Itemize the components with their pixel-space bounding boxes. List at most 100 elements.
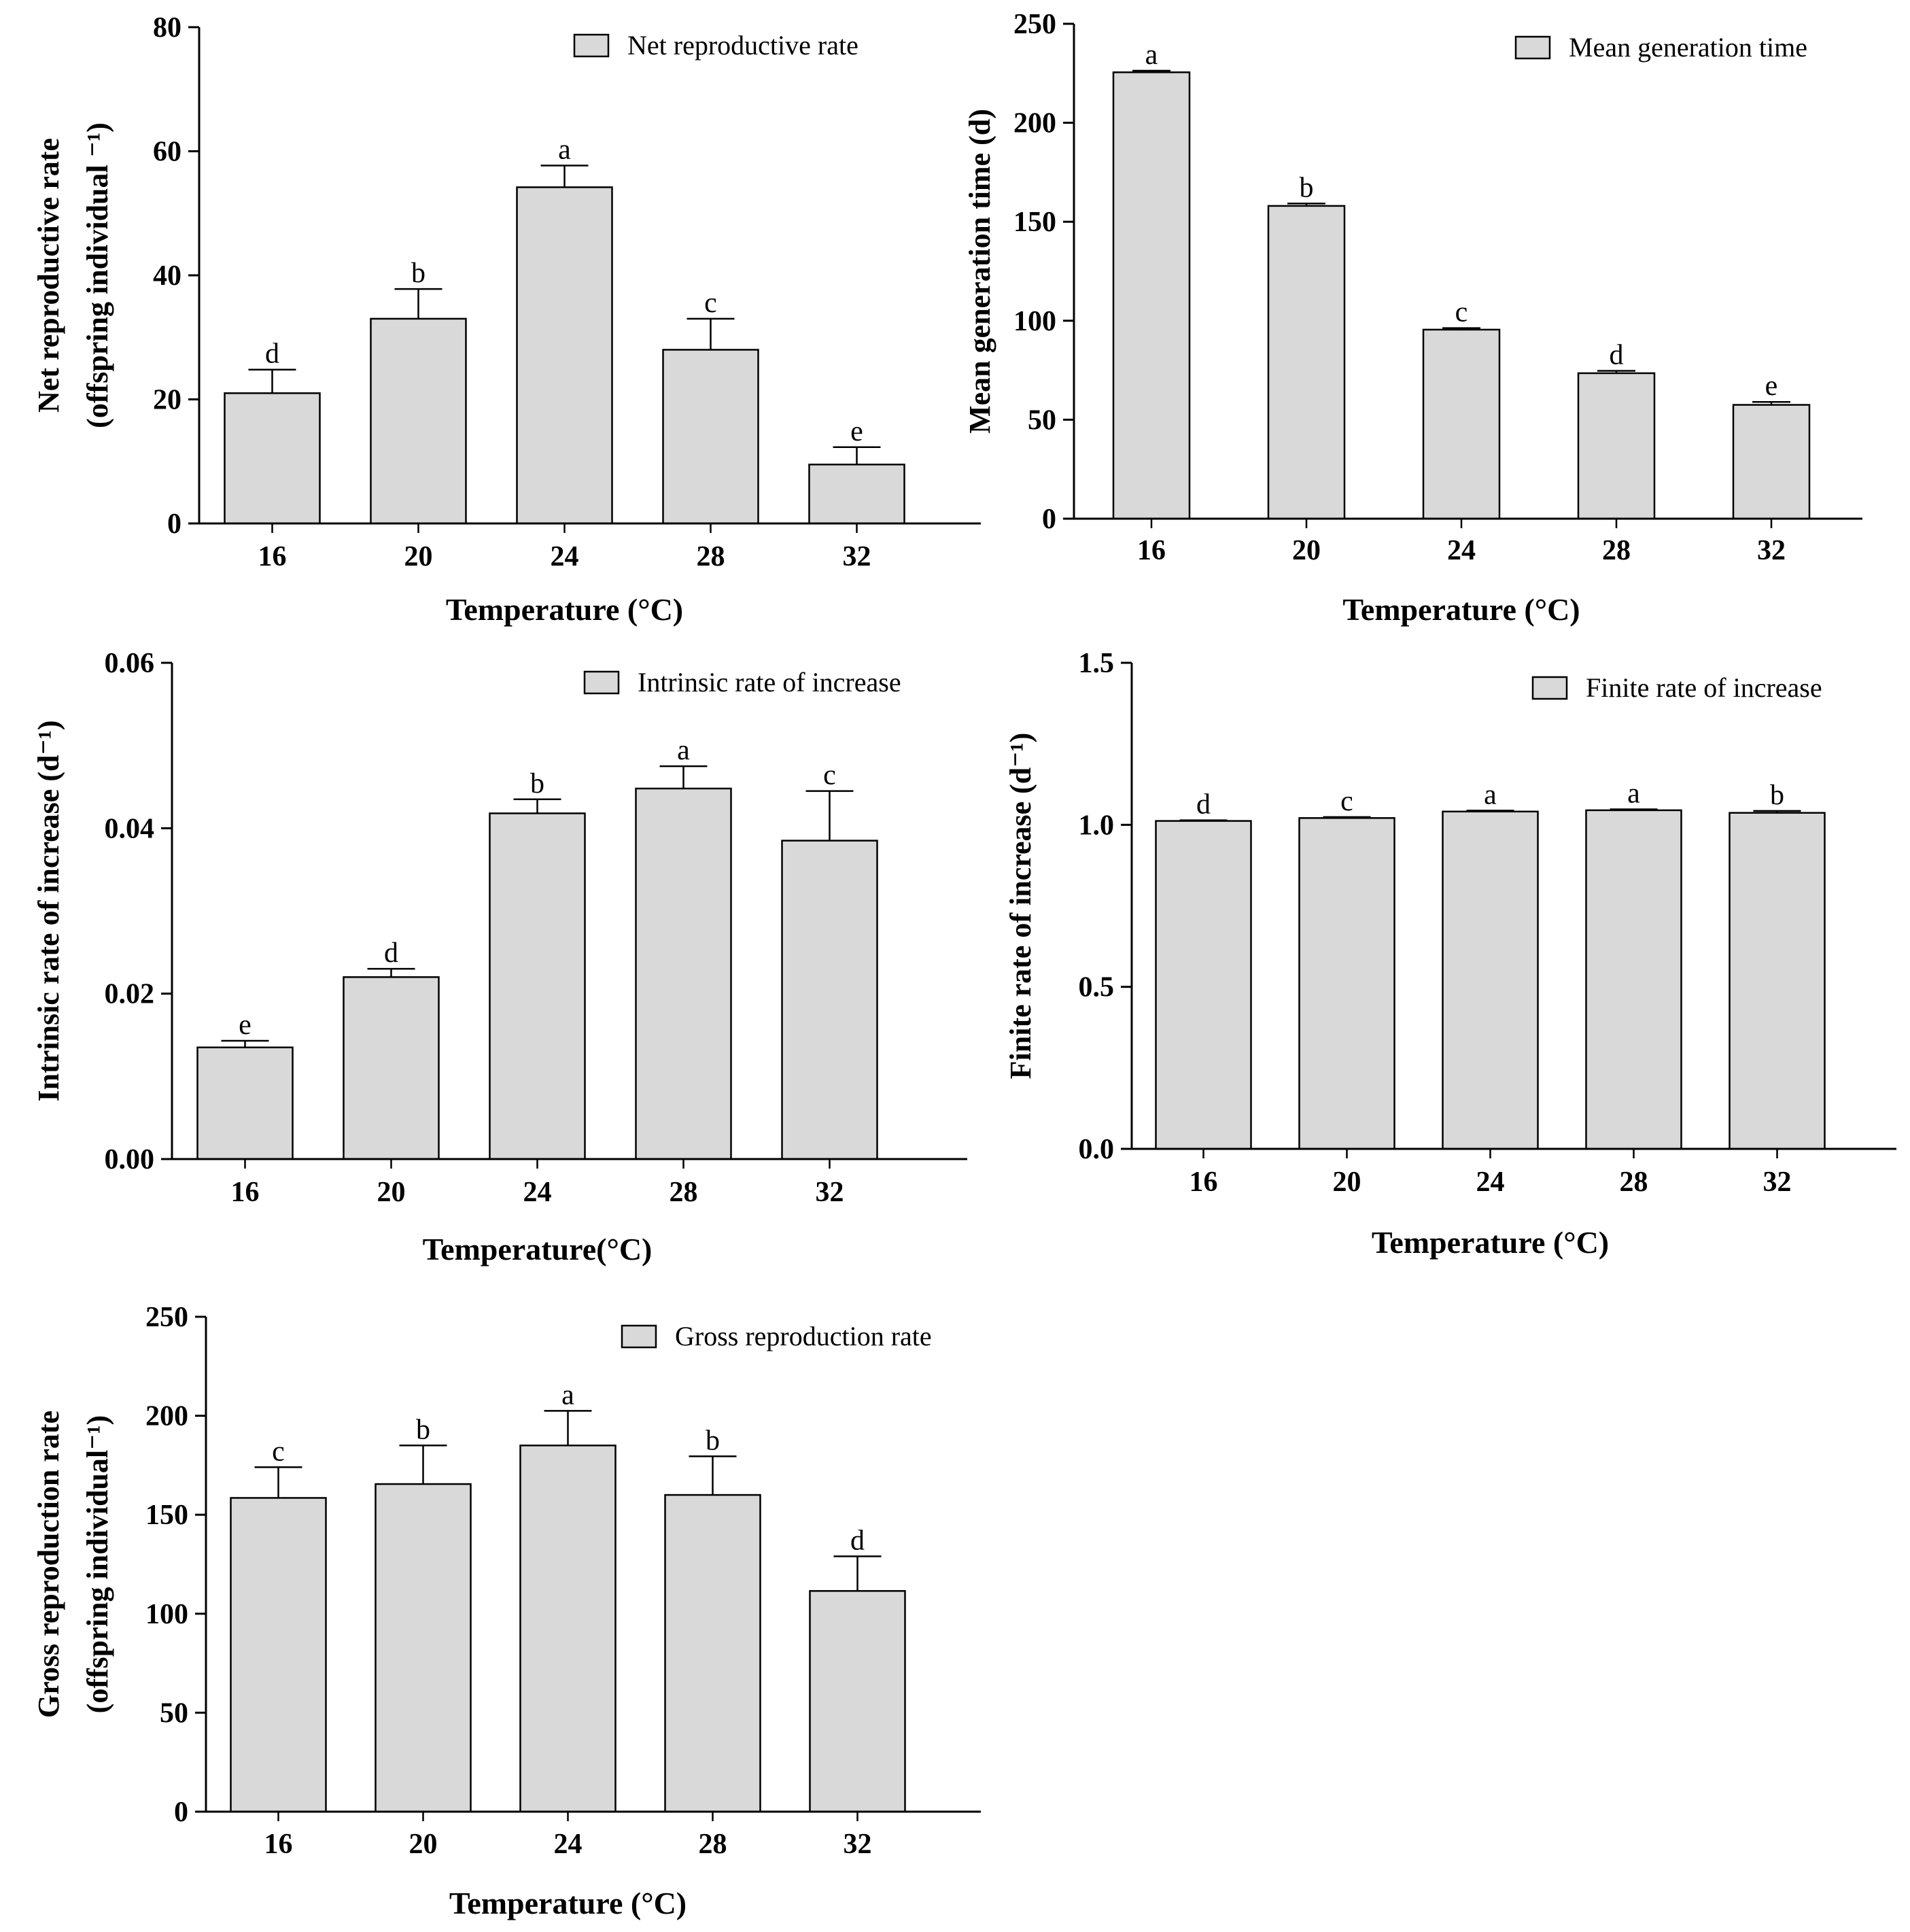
legend-swatch (583, 670, 620, 695)
y-tick-label: 40 (153, 260, 181, 292)
x-tick-label: 16 (1190, 1167, 1218, 1198)
x-tick-label: 16 (1137, 535, 1166, 566)
x-tick-label: 16 (264, 1829, 293, 1860)
legend-label: Finite rate of increase (1586, 672, 1822, 703)
significance-letter: c (1455, 297, 1468, 328)
x-tick-label: 28 (697, 541, 725, 572)
x-tick-label: 32 (1757, 535, 1786, 566)
chart-panel-5: c 16 b 20 a 24 b 28 d 32 0 50 100 150 200 250 Gross repr… (32, 1302, 981, 1920)
bar-20 (1267, 205, 1346, 520)
legend-label: Intrinsic rate of increase (638, 667, 901, 697)
bar-24 (1422, 328, 1501, 520)
x-tick-label: 32 (843, 541, 871, 572)
y-tick-label: 0.04 (105, 813, 155, 844)
bar-16 (224, 392, 321, 525)
bar-24 (519, 1445, 617, 1813)
x-axis-title: Temperature (°C) (1342, 592, 1580, 627)
y-tick-label: 60 (153, 137, 181, 168)
bar-28 (635, 787, 732, 1160)
y-tick-label: 0.06 (105, 648, 155, 679)
x-tick-label: 28 (699, 1829, 727, 1860)
significance-letter: c (1340, 786, 1353, 817)
x-tick-label: 24 (554, 1829, 583, 1860)
y-tick-label: 250 (145, 1302, 188, 1333)
significance-letter: a (558, 134, 571, 165)
x-tick-label: 24 (1447, 535, 1476, 566)
significance-letter: b (416, 1414, 430, 1445)
y-tick-label: 0 (1042, 504, 1056, 535)
bar-20 (343, 976, 440, 1160)
bar-28 (664, 1494, 761, 1813)
x-axis-title: Temperature (°C) (446, 592, 683, 627)
y-tick-label: 0.00 (105, 1144, 155, 1175)
x-tick-label: 32 (1763, 1167, 1792, 1198)
chart-panel-1: d 16 b 20 a 24 c 28 e 32 0 20 40 60 80 Net reproductive… (32, 12, 981, 627)
chart-panel-4: d 16 c 20 a 24 a 28 b 32 0.0 0.5 1.0 1.5 Finite rate o… (1004, 648, 1896, 1260)
significance-letter: a (677, 735, 690, 766)
bar-16 (196, 1046, 294, 1160)
y-tick-label: 1.5 (1079, 648, 1115, 679)
y-tick-label: 0.5 (1079, 972, 1115, 1003)
significance-letter: c (704, 288, 717, 319)
bar-32 (809, 1590, 906, 1813)
x-tick-label: 20 (377, 1177, 406, 1208)
legend-label: Net reproductive rate (627, 30, 858, 61)
y-tick-label: 200 (1013, 108, 1056, 139)
legend-swatch (1514, 35, 1551, 60)
y-tick-label: 200 (145, 1401, 188, 1432)
bar-24 (489, 812, 586, 1160)
x-tick-label: 24 (551, 541, 579, 572)
y-tick-label: 100 (145, 1599, 188, 1630)
significance-letter: a (1484, 779, 1497, 810)
bar-24 (516, 186, 613, 525)
x-tick-label: 28 (1620, 1167, 1648, 1198)
x-tick-label: 20 (409, 1829, 438, 1860)
significance-letter: d (384, 937, 398, 969)
significance-letter: a (561, 1379, 574, 1411)
y-axis-title: Gross reproduction rate (32, 1411, 65, 1718)
y-tick-label: 100 (1013, 306, 1056, 337)
bar-16 (230, 1497, 327, 1813)
x-tick-label: 28 (1602, 535, 1631, 566)
significance-letter: b (530, 768, 544, 799)
x-tick-label: 24 (1476, 1167, 1505, 1198)
bar-24 (1442, 810, 1539, 1150)
x-tick-label: 16 (258, 541, 287, 572)
legend-swatch (573, 33, 610, 58)
bar-32 (1729, 812, 1826, 1150)
chart-panel-3: e 16 d 20 b 24 a 28 c 32 0.00 0.02 0.04 0.06 Intrinsic… (32, 648, 967, 1266)
legend-label: Mean generation time (1569, 32, 1807, 63)
significance-letter: b (411, 258, 426, 289)
significance-letter: c (272, 1436, 285, 1467)
significance-letter: e (1765, 370, 1778, 402)
significance-letter: b (1300, 172, 1314, 203)
significance-letter: e (850, 416, 863, 447)
y-axis-title: Finite rate of increase (d⁻¹) (1004, 733, 1037, 1080)
y-axis-title: Intrinsic rate of increase (d⁻¹) (32, 720, 65, 1101)
significance-letter: d (265, 339, 279, 370)
bar-20 (1298, 817, 1395, 1150)
bar-16 (1112, 71, 1191, 520)
x-tick-label: 20 (404, 541, 433, 572)
y-tick-label: 20 (153, 385, 181, 416)
y-axis-subtitle: (offspring individual ⁻¹) (81, 122, 114, 428)
y-tick-label: 1.0 (1079, 810, 1115, 841)
significance-letter: e (239, 1010, 251, 1041)
y-tick-label: 150 (145, 1500, 188, 1531)
y-axis-subtitle: (offspring individual⁻¹) (81, 1415, 114, 1714)
x-tick-label: 20 (1292, 535, 1321, 566)
x-tick-label: 20 (1333, 1167, 1361, 1198)
bar-20 (375, 1483, 472, 1813)
significance-letter: d (1610, 339, 1624, 370)
y-tick-label: 50 (1028, 404, 1056, 436)
significance-letter: c (823, 760, 836, 791)
x-axis-title: Temperature (°C) (1372, 1225, 1609, 1260)
y-tick-label: 0 (167, 508, 181, 540)
y-tick-label: 80 (153, 12, 181, 44)
bar-16 (1155, 820, 1252, 1150)
significance-letter: a (1145, 39, 1158, 71)
significance-letter: b (1770, 780, 1784, 811)
y-tick-label: 0.0 (1079, 1134, 1115, 1165)
legend-swatch (621, 1324, 657, 1349)
